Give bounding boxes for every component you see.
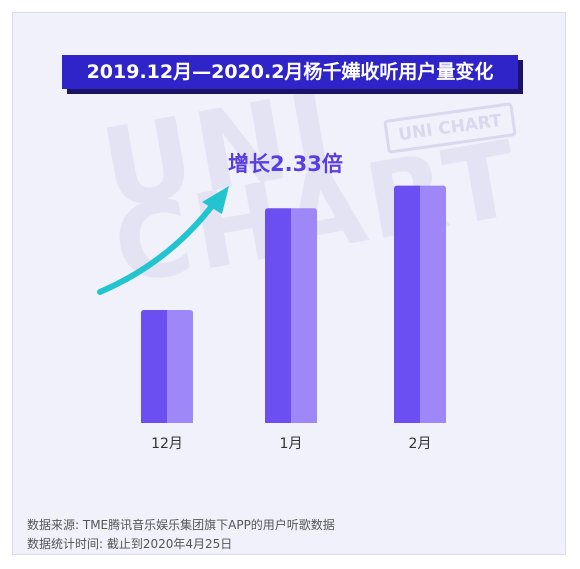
bar-face-light: [291, 208, 317, 423]
bar-face-light: [420, 185, 446, 423]
bar-2月: [394, 185, 446, 423]
x-tick-label: 1月: [279, 436, 303, 452]
chart-title: 2019.12月—2020.2月杨千嬅收听用户量变化: [62, 55, 518, 89]
bar-12月: [141, 309, 193, 423]
source-note: 数据来源: TME腾讯音乐娱乐集团旗下APP的用户听歌数据: [27, 518, 335, 532]
bar-face-dark: [141, 309, 167, 423]
growth-arrow: [97, 199, 218, 295]
bar-1月: [265, 208, 317, 423]
growth-annotation: 增长2.33倍: [228, 152, 343, 176]
bar-face-light: [167, 309, 193, 423]
growth-arrow-head: [202, 186, 229, 214]
x-tick-label: 2月: [408, 436, 432, 452]
bar-face-dark: [265, 208, 291, 423]
bar-face-dark: [394, 185, 420, 423]
x-tick-label: 12月: [151, 436, 183, 452]
time-note: 数据统计时间: 截止到2020年4月25日: [27, 537, 233, 551]
